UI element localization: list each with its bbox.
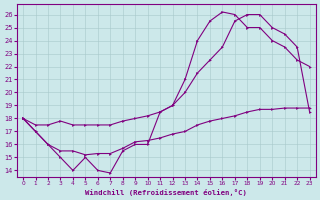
X-axis label: Windchill (Refroidissement éolien,°C): Windchill (Refroidissement éolien,°C) bbox=[85, 189, 247, 196]
